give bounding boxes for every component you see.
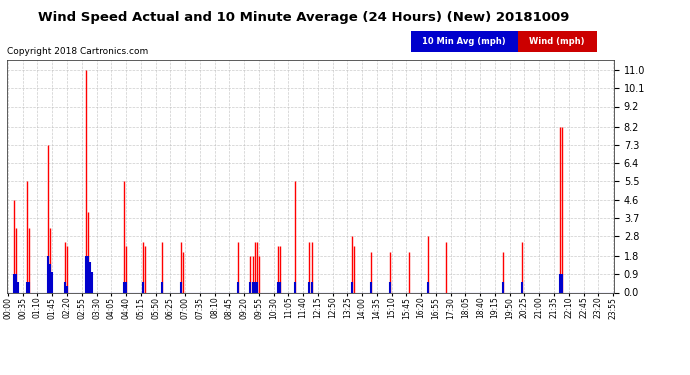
Text: Wind Speed Actual and 10 Minute Average (24 Hours) (New) 20181009: Wind Speed Actual and 10 Minute Average …	[38, 11, 569, 24]
Text: Copyright 2018 Cartronics.com: Copyright 2018 Cartronics.com	[7, 47, 148, 56]
Text: Wind (mph): Wind (mph)	[529, 37, 585, 46]
Text: 10 Min Avg (mph): 10 Min Avg (mph)	[422, 37, 506, 46]
